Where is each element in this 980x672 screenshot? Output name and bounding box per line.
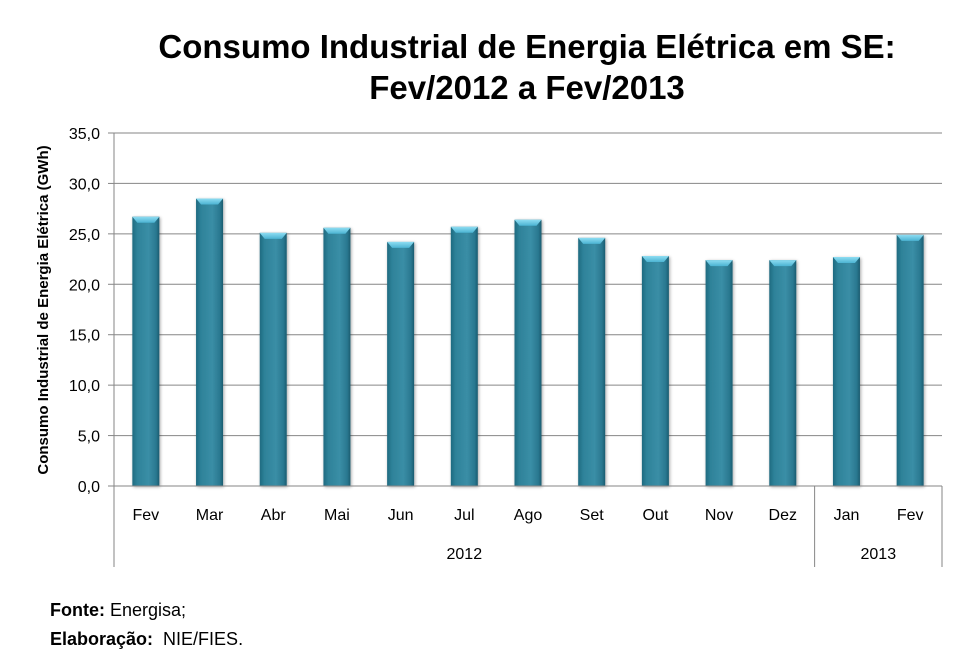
bar-body bbox=[323, 227, 351, 486]
source-label: Fonte: bbox=[50, 600, 105, 620]
chart-title-line-2: Fev/2012 a Fev/2013 bbox=[369, 69, 685, 106]
chart-title-line-1: Consumo Industrial de Energia Elétrica e… bbox=[158, 28, 895, 65]
y-axis-label: Consumo Industrial de Energia Elétrica (… bbox=[35, 145, 52, 474]
elaboration-value: NIE/FIES. bbox=[153, 629, 244, 649]
x-tick-label: Set bbox=[580, 507, 605, 524]
bar-top-bevel bbox=[450, 226, 478, 233]
x-tick-label: Out bbox=[642, 507, 668, 524]
bar-body bbox=[769, 260, 797, 486]
y-tick-label: 35,0 bbox=[69, 126, 100, 143]
bar-top-bevel bbox=[196, 198, 224, 205]
bar-top-bevel bbox=[705, 260, 733, 267]
x-axis: Fev Mar Abr Mai Jun Jul Ago Set Out Nov Dez Jan Fev 2… bbox=[114, 485, 943, 567]
y-tick-label: 10,0 bbox=[69, 378, 100, 395]
bar-top-bevel bbox=[641, 256, 669, 263]
source-value: Energisa; bbox=[104, 600, 187, 620]
x-tick-label: Mar bbox=[196, 507, 224, 524]
bars bbox=[132, 198, 924, 487]
bar-body bbox=[132, 216, 160, 486]
x-tick-label: Fev bbox=[133, 507, 160, 524]
source-note: Fonte: Energisa; bbox=[50, 600, 186, 621]
y-tick-label: 5,0 bbox=[78, 429, 100, 446]
bar-chart: Consumo Industrial de Energia Elétrica e… bbox=[35, 28, 943, 567]
x-tick-label: Jul bbox=[454, 507, 474, 524]
x-tick-label: Jun bbox=[388, 507, 414, 524]
bar-body bbox=[896, 234, 924, 486]
bar-top-bevel bbox=[259, 232, 287, 239]
bar-body bbox=[259, 232, 287, 486]
x-tick-label: Fev bbox=[897, 507, 924, 524]
bar-top-bevel bbox=[132, 216, 160, 223]
bar-top-bevel bbox=[769, 260, 797, 267]
bar-body bbox=[450, 226, 478, 486]
bar-top-bevel bbox=[832, 257, 860, 264]
x-group-label: 2013 bbox=[861, 546, 897, 563]
bar-body bbox=[387, 241, 415, 486]
bar bbox=[641, 256, 669, 486]
y-tick-label: 30,0 bbox=[69, 176, 100, 193]
bar-body bbox=[196, 198, 224, 487]
x-tick-label: Jan bbox=[834, 507, 860, 524]
bar bbox=[769, 260, 797, 486]
bar-top-bevel bbox=[896, 234, 924, 241]
elaboration-note: Elaboração: NIE/FIES. bbox=[50, 629, 243, 650]
bar bbox=[132, 216, 160, 486]
x-group-label: 2012 bbox=[447, 546, 483, 563]
bar-top-bevel bbox=[387, 241, 415, 248]
bar-body bbox=[641, 256, 669, 486]
bar bbox=[387, 241, 415, 486]
x-tick-label: Dez bbox=[769, 507, 797, 524]
y-tick-label: 20,0 bbox=[69, 277, 100, 294]
bar-body bbox=[832, 257, 860, 486]
y-axis-ticks: 0,0 5,0 10,0 15,0 20,0 25,0 30,0 35,0 bbox=[69, 126, 115, 567]
bar-top-bevel bbox=[514, 219, 542, 226]
x-tick-label: Abr bbox=[261, 507, 287, 524]
y-tick-label: 0,0 bbox=[78, 479, 100, 496]
bar bbox=[259, 232, 287, 486]
bar bbox=[578, 237, 606, 486]
bar bbox=[450, 226, 478, 486]
bar bbox=[832, 257, 860, 486]
bar bbox=[514, 219, 542, 487]
bar-body bbox=[514, 219, 542, 487]
bar bbox=[705, 260, 733, 486]
elaboration-label: Elaboração: bbox=[50, 629, 154, 649]
bar bbox=[896, 234, 924, 486]
bar-top-bevel bbox=[323, 227, 351, 234]
bar-top-bevel bbox=[578, 237, 606, 244]
x-tick-label: Ago bbox=[514, 507, 543, 524]
y-tick-label: 15,0 bbox=[69, 328, 100, 345]
x-tick-label: Mai bbox=[324, 507, 350, 524]
bar-body bbox=[578, 237, 606, 486]
bar-body bbox=[705, 260, 733, 486]
bar bbox=[323, 227, 351, 486]
bar bbox=[196, 198, 224, 487]
y-tick-label: 25,0 bbox=[69, 227, 100, 244]
x-tick-label: Nov bbox=[705, 507, 733, 524]
